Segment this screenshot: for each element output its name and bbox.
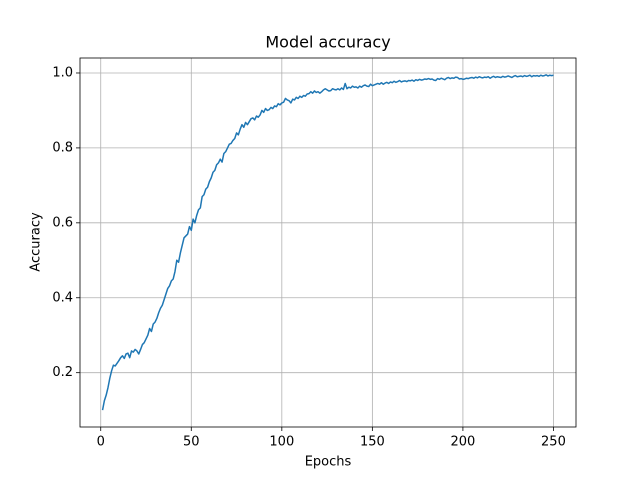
x-tick-label: 250	[541, 435, 566, 450]
y-tick-label: 1.0	[52, 65, 73, 80]
plot-frame	[79, 57, 577, 428]
y-tick-label: 0.8	[52, 140, 73, 155]
y-tick-label: 0.6	[52, 215, 73, 230]
x-tick-label: 0	[97, 435, 105, 450]
x-tick-label: 100	[269, 435, 294, 450]
y-tick-label: 0.2	[52, 365, 73, 380]
x-axis-label: Epochs	[305, 455, 352, 470]
chart-title: Model accuracy	[265, 33, 390, 52]
x-tick-label: 200	[450, 435, 475, 450]
x-tick-label: 150	[360, 435, 385, 450]
x-tick-label: 50	[183, 435, 200, 450]
y-axis-label: Accuracy	[29, 212, 44, 272]
y-tick-label: 0.4	[52, 290, 73, 305]
data-line	[101, 74, 554, 411]
